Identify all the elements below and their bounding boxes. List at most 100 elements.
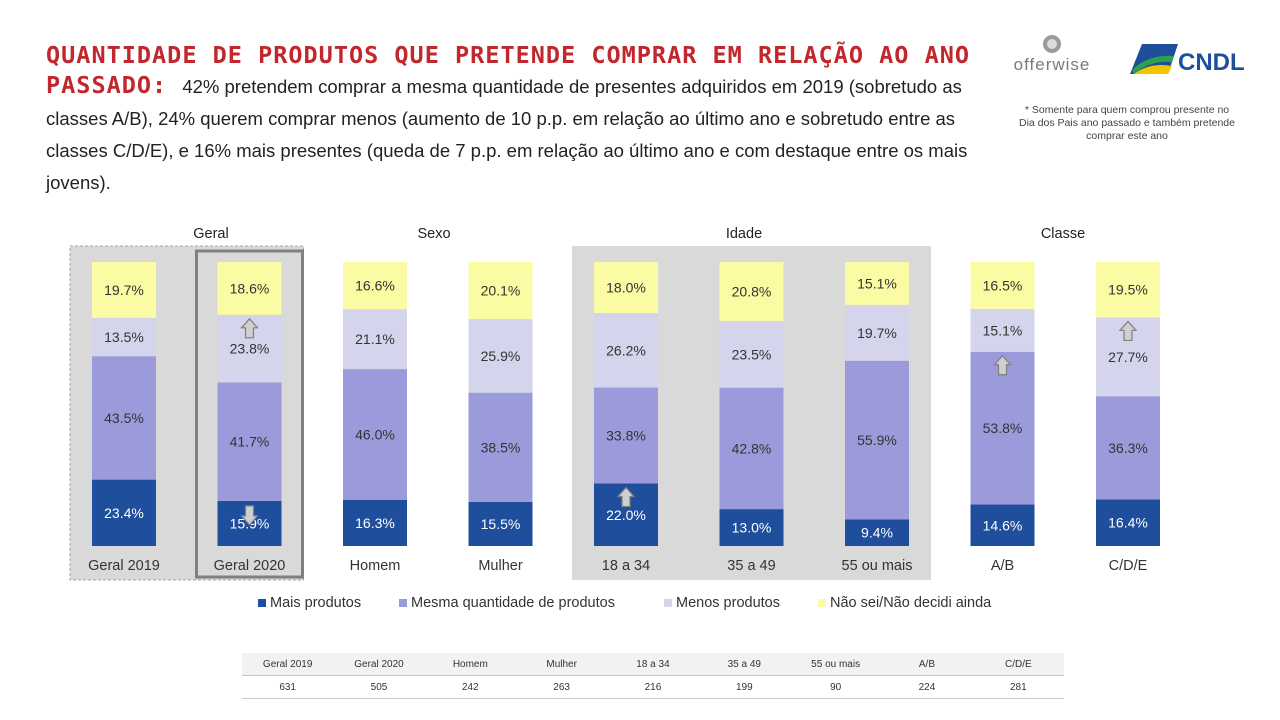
group-header-classe: Classe [1041,226,1085,242]
bar-segment-nao-sei-nao-decidi-ainda-18-a-34 [594,262,658,314]
data-label-nao-sei-nao-decidi-ainda-geral-2020: 18.6% [230,280,270,296]
sample-header-cell: 35 a 49 [698,653,790,676]
bar-segment-mais-produtos-35-a-49 [719,509,784,546]
data-label-menos-produtos-geral-2020: 23.8% [230,341,270,357]
bar-segment-menos-produtos-geral-2019 [92,317,156,357]
sample-value-cell: 199 [698,675,790,699]
sample-header-cell: Mulher [515,653,608,676]
x-tick-label-homem: Homem [350,558,401,574]
data-label-nao-sei-nao-decidi-ainda-a-b: 16.5% [983,277,1023,293]
data-label-mesma-quantidade-de-produtos-55-ou-mais: 55.9% [857,432,897,448]
data-label-mais-produtos-18-a-34: 22.0% [606,507,646,523]
data-label-mesma-quantidade-de-produtos-c-d-e: 36.3% [1108,440,1148,456]
sample-value-cell: 281 [972,675,1064,699]
cndl-wordmark: CNDL [1178,49,1245,76]
data-label-nao-sei-nao-decidi-ainda-55-ou-mais: 15.1% [857,275,897,291]
x-tick-label-55-ou-mais: 55 ou mais [842,558,913,574]
group-header-idade: Idade [726,226,762,242]
sample-value-cell: 631 [242,675,334,699]
data-label-mais-produtos-a-b: 14.6% [983,517,1023,533]
legend-label-mesma: Mesma quantidade de produtos [411,595,615,611]
bar-segment-menos-produtos-55-ou-mais [845,304,909,361]
bar-segment-mais-produtos-mulher [468,501,533,546]
data-label-menos-produtos-55-ou-mais: 19.7% [857,325,897,341]
sample-header-cell: A/B [881,653,973,676]
sample-value-row: 631 505 242 263 216 199 90 224 281 [242,675,1064,699]
bar-segment-nao-sei-nao-decidi-ainda-geral-2020 [217,262,282,315]
legend-swatch-menos [664,599,672,607]
x-tick-label-mulher: Mulher [478,558,522,574]
data-label-mesma-quantidade-de-produtos-a-b: 53.8% [983,420,1023,436]
legend-mesma: Mesma quantidade de produtos [399,594,615,612]
data-label-mesma-quantidade-de-produtos-mulher: 38.5% [481,439,521,455]
data-label-nao-sei-nao-decidi-ainda-18-a-34: 18.0% [606,280,646,296]
sample-value-cell: 90 [789,675,882,699]
bar-segment-nao-sei-nao-decidi-ainda-a-b [970,262,1035,309]
bar-segment-menos-produtos-mulher [468,319,533,393]
bar-segment-mesma-quantidade-de-produtos-c-d-e [1096,396,1160,500]
sample-size-table: Geral 2019 Geral 2020 Homem Mulher 18 a … [242,653,1064,699]
group-header-geral: Geral [193,226,228,242]
bar-segment-mais-produtos-a-b [970,504,1035,546]
data-label-nao-sei-nao-decidi-ainda-mulher: 20.1% [481,283,521,299]
legend-mais: Mais produtos [258,594,361,612]
bar-segment-menos-produtos-18-a-34 [594,313,658,388]
x-tick-label-geral-2019: Geral 2019 [88,558,160,574]
group-header-sexo: Sexo [417,226,450,242]
data-label-mais-produtos-c-d-e: 16.4% [1108,515,1148,531]
x-tick-label-a-b: A/B [991,558,1014,574]
data-label-nao-sei-nao-decidi-ainda-homem: 16.6% [355,278,395,294]
bar-segment-mais-produtos-homem [343,499,407,546]
legend-label-mais: Mais produtos [270,595,362,611]
x-tick-label-18-a-34: 18 a 34 [602,558,650,574]
sample-header-cell: 18 a 34 [607,653,699,676]
bar-segment-nao-sei-nao-decidi-ainda-c-d-e [1096,262,1160,318]
bar-segment-mais-produtos-55-ou-mais [845,519,909,546]
sample-value-cell: 242 [424,675,516,699]
sample-value-cell: 224 [881,675,973,699]
data-label-nao-sei-nao-decidi-ainda-c-d-e: 19.5% [1108,282,1148,298]
data-label-mesma-quantidade-de-produtos-homem: 46.0% [355,426,395,442]
legend-swatch-naosei [818,599,826,607]
bar-segment-nao-sei-nao-decidi-ainda-35-a-49 [719,262,784,322]
title-bold: QUANTIDADE DE PRODUTOS QUE PRETENDE COMP… [46,41,971,99]
offerwise-logo: offerwise [1014,35,1091,74]
x-tick-label-c-d-e: C/D/E [1109,558,1148,574]
bar-segment-menos-produtos-homem [343,309,407,370]
sample-header-cell: Geral 2020 [333,653,425,676]
title-summary: 42% pretendem comprar a mesma quantidade… [46,76,968,193]
bar-segment-mais-produtos-geral-2019 [92,479,156,546]
data-label-menos-produtos-homem: 21.1% [355,331,395,347]
bar-segment-nao-sei-nao-decidi-ainda-geral-2019 [92,262,156,318]
x-tick-label-geral-2020: Geral 2020 [214,558,286,574]
data-label-nao-sei-nao-decidi-ainda-geral-2019: 19.7% [104,282,144,298]
highlight-frame [195,249,304,579]
bar-segment-mesma-quantidade-de-produtos-homem [343,369,407,500]
bar-segment-mesma-quantidade-de-produtos-35-a-49 [719,387,784,510]
bar-segment-mesma-quantidade-de-produtos-geral-2019 [92,356,156,480]
legend-swatch-mesma [399,599,407,607]
bar-segment-mesma-quantidade-de-produtos-mulher [468,392,533,502]
sample-header-cell: Homem [424,653,516,676]
bar-segment-menos-produtos-a-b [970,308,1035,352]
data-label-menos-produtos-mulher: 25.9% [481,348,521,364]
sample-header-cell: Geral 2019 [242,653,334,676]
arrow-up-icon [616,486,636,508]
bar-segment-nao-sei-nao-decidi-ainda-mulher [468,262,533,320]
sample-header-cell: C/D/E [972,653,1064,676]
data-label-menos-produtos-geral-2019: 13.5% [104,329,144,345]
arrow-up-icon [993,354,1012,376]
legend-label-naosei: Não sei/Não decidi ainda [830,595,992,611]
offerwise-wordmark: offerwise [1014,55,1091,74]
legend-menos: Menos produtos [664,594,780,612]
data-label-mesma-quantidade-de-produtos-geral-2019: 43.5% [104,410,144,426]
data-label-menos-produtos-a-b: 15.1% [983,322,1023,338]
data-label-mesma-quantidade-de-produtos-geral-2020: 41.7% [230,434,270,450]
legend-naosei: Não sei/Não decidi ainda [818,594,991,612]
bar-segment-mesma-quantidade-de-produtos-55-ou-mais [845,360,909,520]
data-label-mais-produtos-homem: 16.3% [355,515,395,531]
bar-segment-mesma-quantidade-de-produtos-a-b [970,351,1035,505]
data-label-mais-produtos-55-ou-mais: 9.4% [861,525,893,541]
bar-segment-menos-produtos-35-a-49 [719,321,784,388]
